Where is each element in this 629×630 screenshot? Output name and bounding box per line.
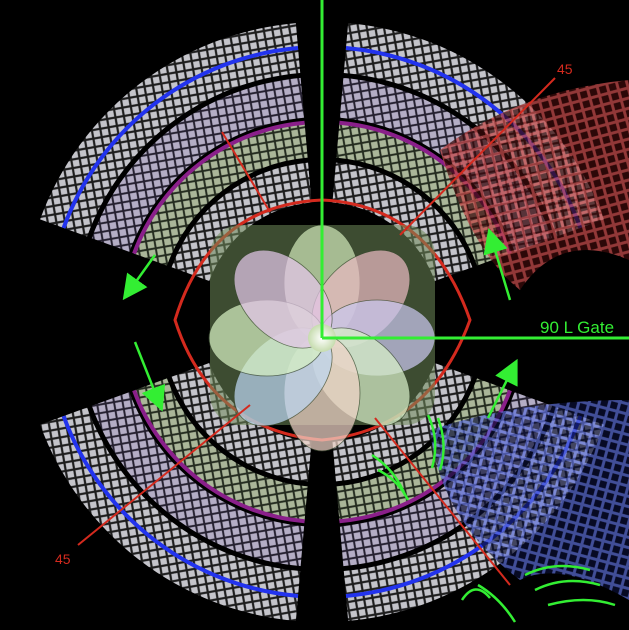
angle-line-top-right (399, 77, 556, 236)
ring-purple (132, 389, 305, 524)
fan-band-outer (40, 23, 301, 237)
fan-band-green (336, 122, 510, 266)
blue-mesh-field (430, 400, 629, 600)
angle-line-bottom-right (374, 417, 511, 586)
ring-purple (132, 120, 305, 255)
angle-line-top-left (221, 131, 271, 213)
fan-band-green (134, 122, 308, 266)
fan-band-lilac (91, 392, 305, 567)
gate-label: 90 L Gate (540, 318, 614, 337)
curved-arrow-icon (371, 414, 616, 623)
angle-line-bottom-left (77, 404, 251, 546)
ring-blue (61, 415, 299, 598)
ring-blue (61, 46, 299, 229)
fan-band-green (336, 378, 510, 522)
fan-band-outer (40, 407, 301, 621)
angle-label-top-right: 45 (557, 61, 573, 77)
angle-label-bottom-left: 45 (55, 551, 71, 567)
fan-band-green (134, 378, 308, 522)
fan-band-inner (332, 162, 473, 281)
fan-band-lilac (91, 77, 305, 252)
arrow-icon (122, 228, 518, 419)
